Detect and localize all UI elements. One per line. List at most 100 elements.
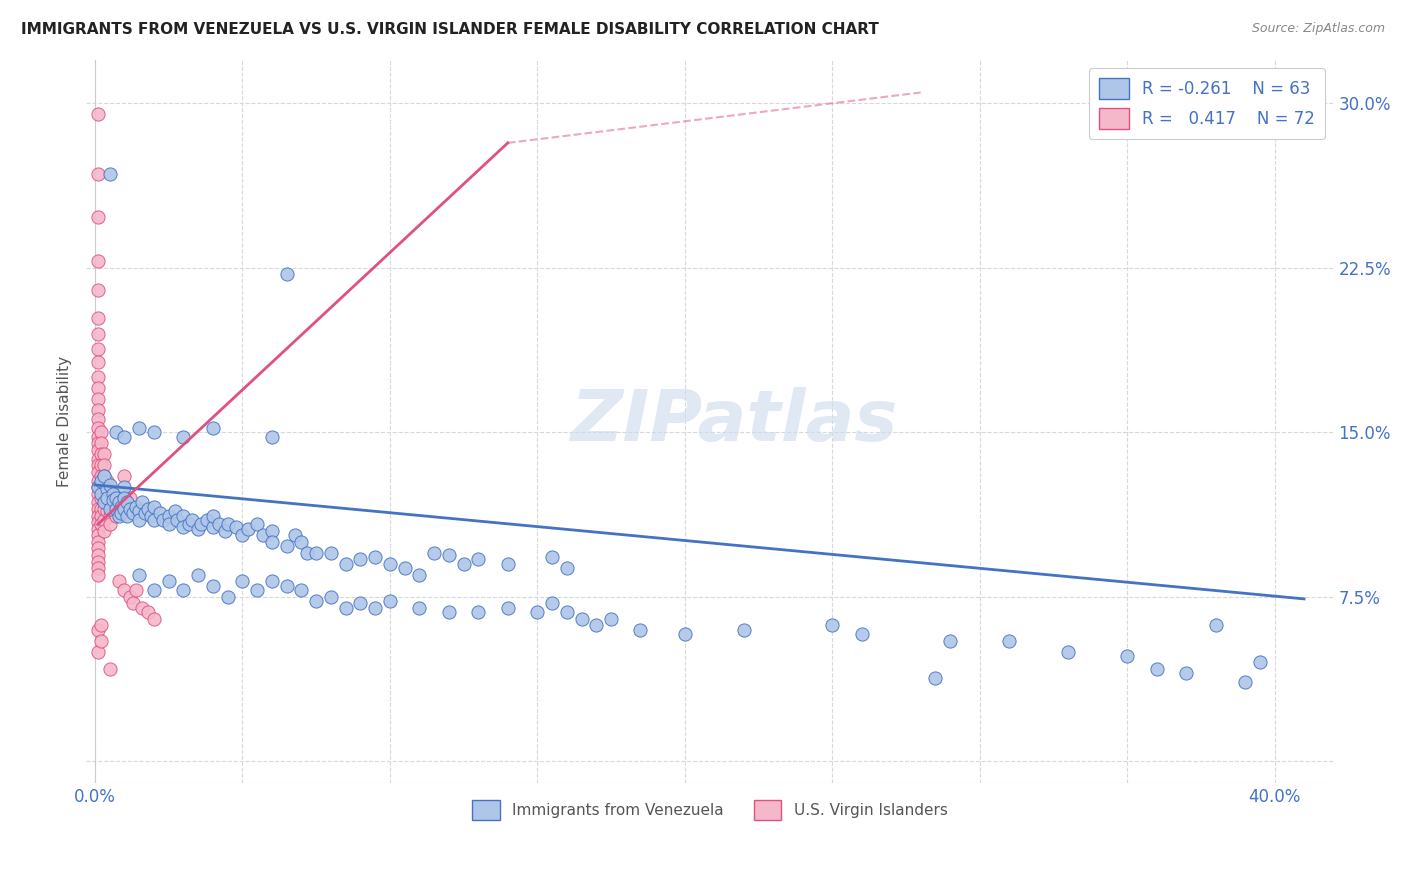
Point: [195, 513, 218, 527]
Point: [128, 567, 150, 582]
Point: [585, 618, 607, 632]
Point: [142, 513, 165, 527]
Point: [87, 392, 110, 407]
Text: ZIPatlas: ZIPatlas: [571, 387, 898, 456]
Point: [142, 583, 165, 598]
Point: [96, 474, 118, 488]
Point: [541, 596, 564, 610]
Point: [423, 546, 446, 560]
Point: [98, 486, 121, 500]
Point: [87, 458, 110, 472]
Point: [87, 451, 110, 466]
Point: [467, 605, 489, 619]
Point: [87, 107, 110, 121]
Point: [96, 504, 118, 518]
Point: [630, 623, 652, 637]
Point: [437, 548, 460, 562]
Point: [131, 495, 153, 509]
Point: [190, 517, 212, 532]
Point: [172, 430, 194, 444]
Text: Source: ZipAtlas.com: Source: ZipAtlas.com: [1251, 22, 1385, 36]
Point: [284, 528, 307, 542]
Point: [104, 500, 127, 514]
Point: [201, 579, 224, 593]
Point: [107, 495, 129, 509]
Point: [101, 504, 124, 518]
Point: [93, 491, 115, 505]
Point: [112, 491, 135, 505]
Point: [93, 469, 115, 483]
Point: [90, 502, 112, 516]
Point: [87, 567, 110, 582]
Point: [87, 561, 110, 575]
Point: [496, 557, 519, 571]
Point: [142, 425, 165, 440]
Point: [152, 513, 174, 527]
Point: [87, 474, 110, 488]
Point: [87, 167, 110, 181]
Point: [107, 502, 129, 516]
Point: [90, 480, 112, 494]
Point: [93, 513, 115, 527]
Point: [93, 480, 115, 494]
Point: [136, 502, 159, 516]
Point: [87, 436, 110, 450]
Legend: Immigrants from Venezuela, U.S. Virgin Islanders: Immigrants from Venezuela, U.S. Virgin I…: [465, 794, 953, 826]
Point: [939, 633, 962, 648]
Point: [290, 583, 312, 598]
Point: [122, 596, 145, 610]
Point: [600, 612, 623, 626]
Point: [87, 555, 110, 569]
Point: [260, 574, 283, 589]
Point: [87, 486, 110, 500]
Point: [541, 550, 564, 565]
Point: [87, 412, 110, 426]
Point: [187, 522, 209, 536]
Point: [453, 557, 475, 571]
Point: [93, 469, 115, 483]
Point: [104, 502, 127, 516]
Point: [134, 507, 156, 521]
Point: [571, 612, 593, 626]
Point: [1175, 666, 1198, 681]
Point: [276, 539, 298, 553]
Point: [87, 623, 110, 637]
Point: [319, 546, 342, 560]
Point: [231, 528, 253, 542]
Point: [208, 517, 231, 532]
Point: [364, 550, 387, 565]
Point: [98, 502, 121, 516]
Point: [87, 480, 110, 494]
Point: [131, 600, 153, 615]
Point: [93, 495, 115, 509]
Point: [142, 500, 165, 514]
Point: [87, 421, 110, 435]
Point: [128, 421, 150, 435]
Point: [157, 508, 180, 523]
Point: [163, 504, 186, 518]
Point: [93, 524, 115, 538]
Point: [90, 486, 112, 500]
Point: [90, 618, 112, 632]
Point: [246, 517, 269, 532]
Point: [125, 583, 148, 598]
Point: [231, 574, 253, 589]
Point: [408, 600, 430, 615]
Point: [181, 513, 204, 527]
Point: [260, 535, 283, 549]
Point: [87, 480, 110, 494]
Point: [104, 508, 127, 523]
Point: [87, 508, 110, 523]
Point: [93, 502, 115, 516]
Point: [117, 508, 139, 523]
Point: [260, 430, 283, 444]
Point: [201, 508, 224, 523]
Point: [98, 508, 121, 523]
Point: [101, 495, 124, 509]
Point: [98, 500, 121, 514]
Point: [93, 447, 115, 461]
Point: [335, 600, 357, 615]
Point: [87, 326, 110, 341]
Point: [555, 561, 578, 575]
Point: [87, 528, 110, 542]
